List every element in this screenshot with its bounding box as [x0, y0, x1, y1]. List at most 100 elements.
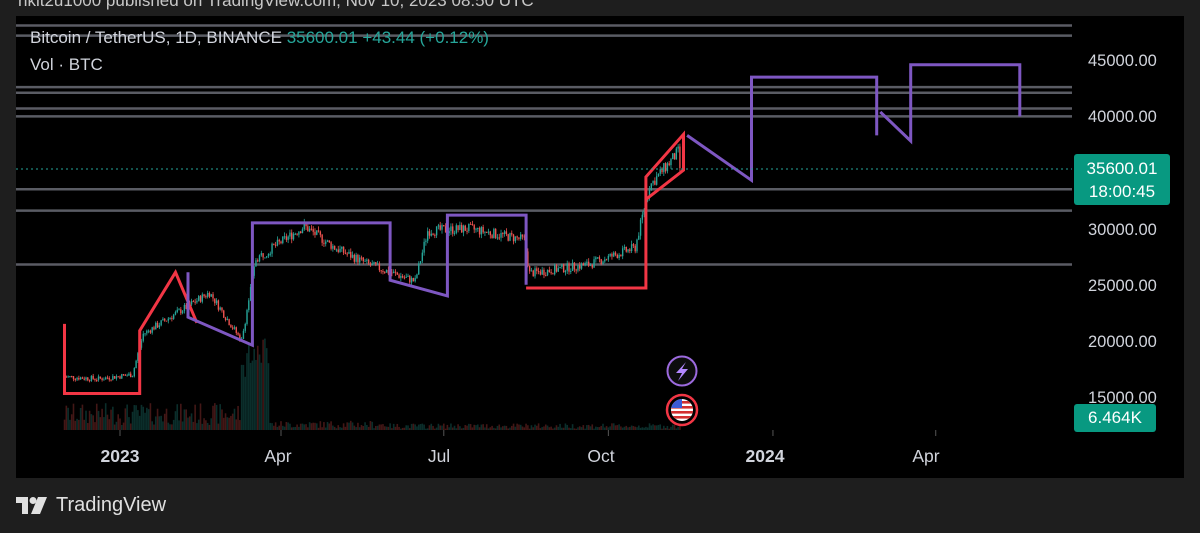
candle-body [321, 234, 323, 243]
candle-body [639, 219, 642, 236]
candle-body [448, 231, 450, 234]
volume-bar [228, 417, 230, 430]
candle-body [632, 244, 635, 246]
candle-body [344, 252, 347, 254]
volume-bar [584, 428, 586, 430]
volume-bar [557, 426, 560, 430]
volume-bar [124, 408, 127, 430]
candle-body [673, 153, 676, 160]
volume-bar [192, 421, 195, 430]
candle-body [201, 294, 203, 302]
candle-body [219, 307, 221, 310]
volume-bar [190, 413, 193, 430]
candle-body [242, 330, 245, 339]
candle-body [305, 222, 307, 227]
candle-body [596, 257, 599, 259]
volume-bar [315, 423, 318, 430]
volume-bar [457, 424, 459, 430]
volume-bar [74, 420, 77, 430]
volume-bar [536, 425, 538, 430]
volume-bar [246, 353, 248, 430]
volume-bar [160, 415, 162, 430]
candle-body [416, 274, 418, 279]
candle-body [428, 231, 431, 236]
volume-bar [394, 426, 397, 430]
volume-bar [265, 348, 268, 430]
candle-body [607, 255, 610, 260]
volume-bar [237, 405, 239, 430]
candle-body [614, 252, 617, 255]
volume-bar [230, 415, 232, 430]
volume-bar [478, 427, 481, 430]
volume-bar [171, 424, 173, 430]
volume-bar [577, 427, 579, 430]
candle-body [239, 334, 241, 341]
volume-bar [373, 428, 375, 430]
candle-body [335, 249, 338, 251]
volume-bar [471, 427, 474, 430]
candle-body [183, 304, 186, 312]
volume-bar [417, 424, 420, 430]
candle-body [174, 312, 177, 315]
volume-bar [450, 423, 452, 430]
candle-body [657, 173, 660, 177]
volume-bar [367, 426, 370, 430]
candle-body [393, 271, 395, 274]
candle-body [237, 332, 239, 335]
candle-body [214, 298, 216, 304]
price-candles [63, 143, 681, 383]
candle-body [541, 269, 543, 275]
volume-bar [548, 427, 551, 430]
candle-body [108, 377, 110, 380]
candle-body [391, 272, 393, 274]
candle-body [503, 231, 506, 234]
candle-body [303, 222, 305, 230]
candle-body [316, 230, 318, 235]
candle-body [291, 232, 293, 240]
volume-bar [591, 424, 594, 430]
volume-bar [516, 423, 518, 430]
volume-bar [178, 420, 180, 430]
volume-bar [641, 427, 644, 430]
volume-bar [493, 427, 495, 430]
candle-body [348, 251, 350, 254]
candle-body [280, 241, 282, 244]
candle-body [67, 376, 69, 378]
volume-legend[interactable]: Vol · BTC [30, 55, 103, 74]
candle-body [464, 225, 466, 231]
volume-bar [307, 427, 309, 430]
candle-body [536, 268, 538, 271]
volume-bar [496, 425, 499, 430]
candle-body [434, 234, 436, 236]
volume-bar [426, 428, 429, 430]
volume-bar [392, 423, 395, 430]
volume-bar [439, 425, 442, 430]
volume-bar [244, 376, 247, 430]
volume-bar [634, 426, 636, 430]
candle-body [178, 309, 180, 311]
footer-brand[interactable]: TradingView [16, 494, 166, 517]
last-price-value: 35600.01 [1086, 159, 1158, 178]
candle-body [364, 260, 366, 262]
last-price-badge: 35600.01 18:00:45 [1074, 154, 1170, 205]
volume-bar [90, 414, 93, 430]
lightning-icon[interactable] [666, 355, 698, 387]
candle-body [502, 233, 504, 235]
candle-body [282, 236, 284, 244]
volume-bar [276, 426, 279, 430]
candle-body [570, 271, 572, 273]
time-ticks [119, 430, 937, 436]
volume-bar [566, 424, 569, 430]
volume-bar [502, 426, 504, 430]
candle-body [568, 263, 570, 272]
symbol-legend[interactable]: Bitcoin / TetherUS, 1D, BINANCE 35600.01… [30, 28, 489, 48]
volume-bar [285, 421, 288, 430]
tradingview-logo-icon [16, 496, 47, 514]
volume-bars [63, 338, 681, 430]
volume-bar [428, 425, 431, 430]
us-flag-icon[interactable] [665, 393, 699, 427]
candle-body [595, 257, 597, 260]
purple-projection-shape [186, 213, 528, 348]
volume-bar [593, 428, 595, 430]
